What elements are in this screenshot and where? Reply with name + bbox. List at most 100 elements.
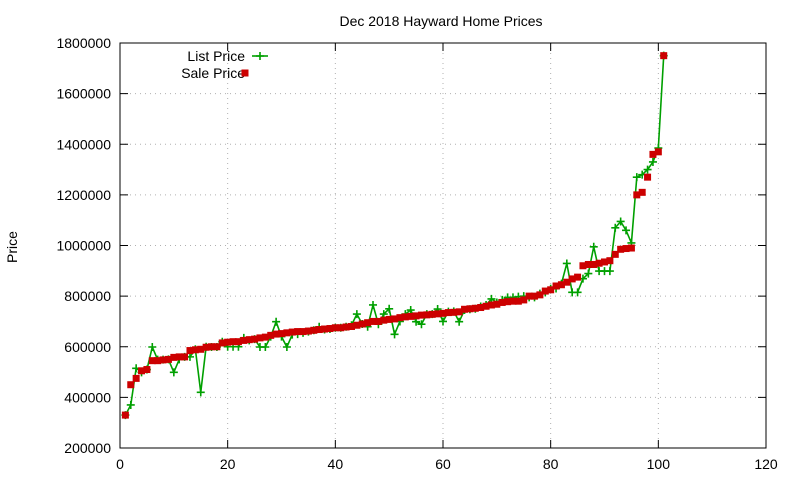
sale-price-point <box>315 326 323 334</box>
sale-price-point <box>326 325 334 333</box>
x-tick-label: 20 <box>220 456 236 472</box>
list-price-point <box>611 223 620 232</box>
sale-price-point <box>547 286 555 294</box>
y-tick-label: 1800000 <box>56 35 111 51</box>
series-1 <box>121 51 668 420</box>
sale-price-point <box>579 262 587 270</box>
sale-price-point <box>396 314 404 322</box>
x-tick-label: 80 <box>543 456 559 472</box>
sale-price-point <box>649 150 657 158</box>
list-price-line <box>124 55 665 416</box>
sale-price-point <box>164 355 172 363</box>
sale-price-point <box>321 325 329 333</box>
list-price-point <box>272 317 281 326</box>
sale-price-point <box>520 296 528 304</box>
sale-price-point <box>380 316 388 324</box>
sale-price-point <box>256 334 264 342</box>
sale-price-point <box>660 52 668 60</box>
plot-frame <box>119 42 767 449</box>
sale-price-point <box>412 312 420 320</box>
sale-price-point <box>444 309 452 317</box>
sale-price-point <box>197 345 205 353</box>
y-tick-label: 1200000 <box>56 187 111 203</box>
sale-price-point <box>218 339 226 347</box>
sale-price-point <box>471 304 479 312</box>
sale-price-point <box>234 338 242 346</box>
sale-price-point <box>175 353 183 361</box>
sale-price-point <box>504 298 512 306</box>
sale-price-point <box>514 297 522 305</box>
sale-price-point <box>278 330 285 338</box>
sale-price-point <box>208 343 216 351</box>
list-price-point <box>573 288 582 297</box>
sale-price-point <box>595 259 603 267</box>
list-price-point <box>616 217 625 226</box>
list-price-point <box>352 310 361 319</box>
sale-price-point <box>364 319 372 327</box>
sale-price-point <box>342 323 350 331</box>
list-price-point <box>126 400 135 409</box>
x-tick-label: 40 <box>328 456 344 472</box>
sale-price-point <box>261 333 269 341</box>
list-price-point <box>390 330 399 339</box>
list-price-point <box>622 226 631 235</box>
x-tick-label: 100 <box>647 456 671 472</box>
sale-price-point <box>611 250 619 258</box>
sale-price-point <box>541 287 549 295</box>
sale-price-point <box>654 148 662 156</box>
sale-price-point <box>493 300 501 308</box>
sale-price-point <box>245 336 253 344</box>
sale-price-point <box>606 257 614 265</box>
sale-price-point <box>434 310 442 318</box>
sale-price-point <box>353 321 361 329</box>
sale-price-point <box>482 302 490 310</box>
sale-price-point <box>154 357 162 365</box>
sale-price-point <box>633 191 641 199</box>
sale-price-point <box>267 331 275 339</box>
y-tick-label: 400000 <box>64 389 111 405</box>
legend-label: List Price <box>187 48 245 64</box>
sale-price-point <box>294 328 302 336</box>
sale-price-point <box>369 317 377 325</box>
sale-price-point <box>138 367 146 375</box>
sale-price-point <box>461 305 469 313</box>
legend-square-marker <box>241 69 249 77</box>
sale-price-point <box>574 273 582 281</box>
sale-price-point <box>272 330 280 338</box>
list-price-point <box>584 269 593 278</box>
sale-price-point <box>439 309 447 317</box>
sale-price-point <box>148 357 156 365</box>
chart-title: Dec 2018 Hayward Home Prices <box>339 13 542 29</box>
sale-price-point <box>601 258 608 266</box>
sale-price-point <box>487 301 495 309</box>
y-tick-label: 200000 <box>64 440 111 456</box>
axes: 200000 400000 600000 800000 1000000 1200000 14… <box>56 35 777 472</box>
sale-price-point <box>563 278 571 286</box>
sale-price-point <box>213 343 221 351</box>
y-tick-label: 1000000 <box>56 238 111 254</box>
sale-price-point <box>498 298 506 306</box>
sale-price-point <box>617 245 625 253</box>
sale-price-point <box>627 244 635 252</box>
sale-price-point <box>191 346 199 354</box>
list-price-point <box>417 320 426 329</box>
sale-price-point <box>423 311 431 319</box>
y-tick-label: 1600000 <box>56 86 111 102</box>
sale-price-point <box>181 353 189 361</box>
list-price-point <box>455 317 464 326</box>
sale-price-point <box>347 323 355 330</box>
sale-price-point <box>525 292 533 300</box>
list-price-point <box>148 343 157 352</box>
list-price-point <box>562 259 571 268</box>
sale-price-point <box>304 327 312 335</box>
list-price-point <box>169 368 178 377</box>
x-tick-label: 60 <box>435 456 451 472</box>
list-price-point <box>632 173 641 182</box>
sale-price-point <box>450 308 458 316</box>
sale-price-point <box>385 315 393 323</box>
sale-price-point <box>374 317 382 325</box>
y-axis-label: Price <box>4 231 20 263</box>
